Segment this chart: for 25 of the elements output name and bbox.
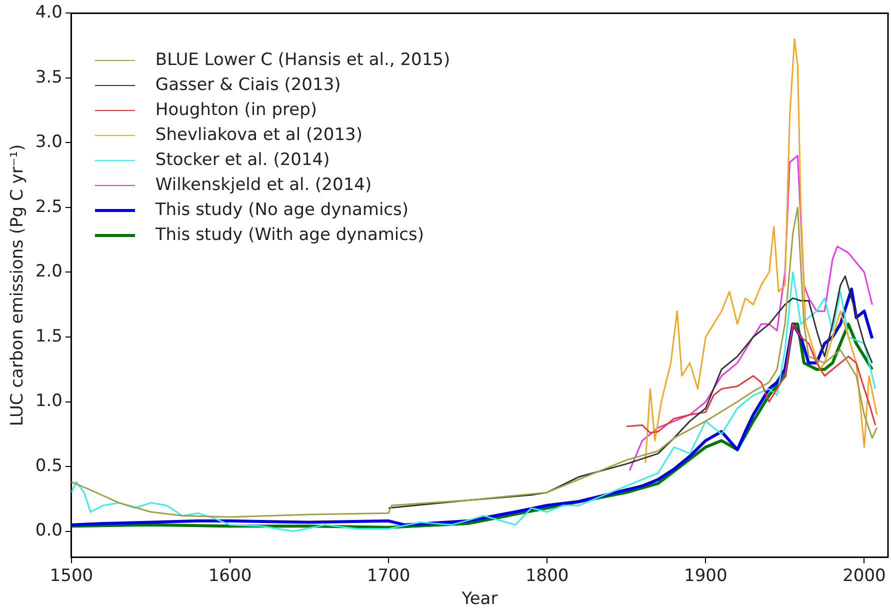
- x-tick-label: 1700: [366, 566, 410, 586]
- y-tick-label: 1.0: [35, 391, 62, 412]
- y-tick-label: 3.5: [35, 67, 62, 88]
- x-tick-label: 1500: [50, 566, 94, 586]
- y-tick-label: 3.0: [35, 132, 62, 152]
- legend-label: This study (No age dynamics): [155, 199, 409, 222]
- x-axis-title: Year: [460, 589, 498, 610]
- x-tick-label: 1800: [525, 566, 569, 586]
- legend-label: Wilkenskjeld et al. (2014): [155, 174, 372, 198]
- y-tick-label: 1.5: [35, 326, 62, 346]
- y-tick-label: 2.5: [35, 196, 62, 217]
- y-tick-label: 0.5: [35, 456, 62, 476]
- y-tick-label: 2.0: [35, 262, 62, 282]
- y-tick-label: 0.0: [35, 520, 62, 541]
- legend-label: Gasser & Ciais (2013): [155, 74, 341, 98]
- y-tick-label: 4.0: [35, 2, 62, 23]
- x-tick-label: 2000: [842, 566, 886, 586]
- legend-label: BLUE Lower C (Hansis et al., 2015): [155, 49, 450, 72]
- legend-label: Shevliakova et al (2013): [155, 124, 362, 148]
- legend-label: This study (With age dynamics): [155, 224, 424, 248]
- y-axis-title: LUC carbon emissions (Pg C yr⁻¹): [8, 144, 28, 426]
- x-tick-label: 1600: [208, 566, 252, 586]
- legend-label: Houghton (in prep): [155, 99, 318, 122]
- legend-label: Stocker et al. (2014): [155, 149, 330, 172]
- x-tick-label: 1900: [684, 566, 728, 586]
